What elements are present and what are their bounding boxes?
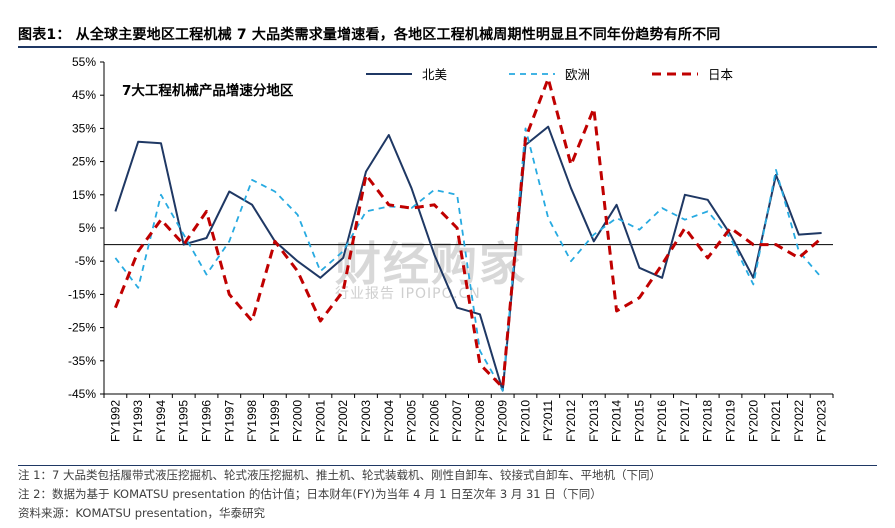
x-tick-label: FY2017 (678, 400, 692, 442)
x-tick-label: FY1993 (131, 400, 145, 442)
x-tick-label: FY1999 (268, 400, 282, 442)
x-tick-label: FY2008 (473, 400, 487, 442)
watermark-subtext: 行业报告 IPOIPO.CN (335, 286, 481, 302)
x-tick-label: FY1997 (222, 400, 236, 442)
x-tick-label: FY2022 (792, 400, 806, 442)
series-line-0 (114, 125, 822, 392)
footer-divider (18, 465, 877, 466)
x-tick-label: FY2012 (564, 400, 578, 442)
series-line-2 (114, 77, 823, 389)
x-tick-label: FY1996 (200, 400, 214, 442)
x-tick-label: FY2004 (382, 400, 396, 442)
x-tick-label: FY2018 (701, 400, 715, 442)
x-tick-label: FY1995 (177, 400, 191, 442)
legend-label-1: 欧洲 (565, 67, 590, 82)
x-tick-label: FY2010 (518, 400, 532, 442)
x-tick-label: FY2020 (746, 400, 760, 442)
x-tick-label: FY1998 (245, 400, 259, 442)
y-tick-label: -35% (68, 354, 96, 368)
y-tick-label: 35% (72, 121, 96, 135)
series-line-1 (114, 127, 823, 392)
x-tick-label: FY2015 (632, 400, 646, 442)
x-tick-label: FY2001 (313, 400, 327, 442)
legend-label-2: 日本 (708, 67, 734, 82)
source-note: 资料来源：KOMATSU presentation，华泰研究 (18, 506, 266, 520)
y-tick-label: 45% (72, 88, 96, 102)
y-tick-label: -15% (68, 287, 96, 301)
x-tick-label: FY2019 (723, 400, 737, 442)
x-tick-label: FY2005 (405, 400, 419, 442)
y-tick-label: 55% (72, 55, 96, 69)
y-tick-label: 5% (79, 221, 97, 235)
x-tick-label: FY2006 (427, 400, 441, 442)
x-tick-label: FY1994 (154, 400, 168, 442)
x-tick-label: FY2007 (450, 400, 464, 442)
x-tick-label: FY2023 (815, 400, 829, 442)
header-divider (18, 46, 877, 48)
y-tick-label: -25% (68, 321, 96, 335)
x-tick-label: FY2003 (359, 400, 373, 442)
figure-title: 图表1： 从全球主要地区工程机械 7 大品类需求量增速看，各地区工程机械周期性明… (18, 27, 721, 43)
footnotes: 注 1：7 大品类包括履带式液压挖掘机、轮式液压挖掘机、推土机、轮式装载机、刚性… (18, 465, 878, 523)
footnote-1: 注 1：7 大品类包括履带式液压挖掘机、轮式液压挖掘机、推土机、轮式装载机、刚性… (18, 468, 661, 482)
x-tick-label: FY1992 (108, 400, 122, 442)
x-tick-label: FY2011 (541, 400, 555, 441)
x-tick-label: FY2000 (291, 400, 305, 442)
y-tick-label: -45% (68, 387, 96, 401)
x-tick-label: FY2014 (610, 400, 624, 442)
x-tick-label: FY2002 (336, 400, 350, 442)
legend-label-0: 北美 (422, 67, 447, 82)
footnote-2: 注 2：数据为基于 KOMATSU presentation 的估计值；日本财年… (18, 487, 602, 501)
x-tick-label: FY2013 (587, 400, 601, 442)
line-chart: 55% 45% 35% 25% 15% 5% -5% -15% -25% -35% -45% FY19… (68, 55, 834, 442)
chart-title: 7大工程机械产品增速分地区 (122, 82, 294, 99)
y-tick-label: 25% (72, 155, 96, 169)
figure-header: 图表1： 从全球主要地区工程机械 7 大品类需求量增速看，各地区工程机械周期性明… (0, 0, 895, 48)
watermark-text: 财经购家 (335, 237, 527, 291)
y-tick-label: 15% (72, 188, 96, 202)
x-tick-label: FY2016 (655, 400, 669, 442)
y-tick-label: -5% (75, 254, 97, 268)
x-tick-label: FY2009 (496, 400, 510, 442)
x-tick-label: FY2021 (769, 400, 783, 442)
